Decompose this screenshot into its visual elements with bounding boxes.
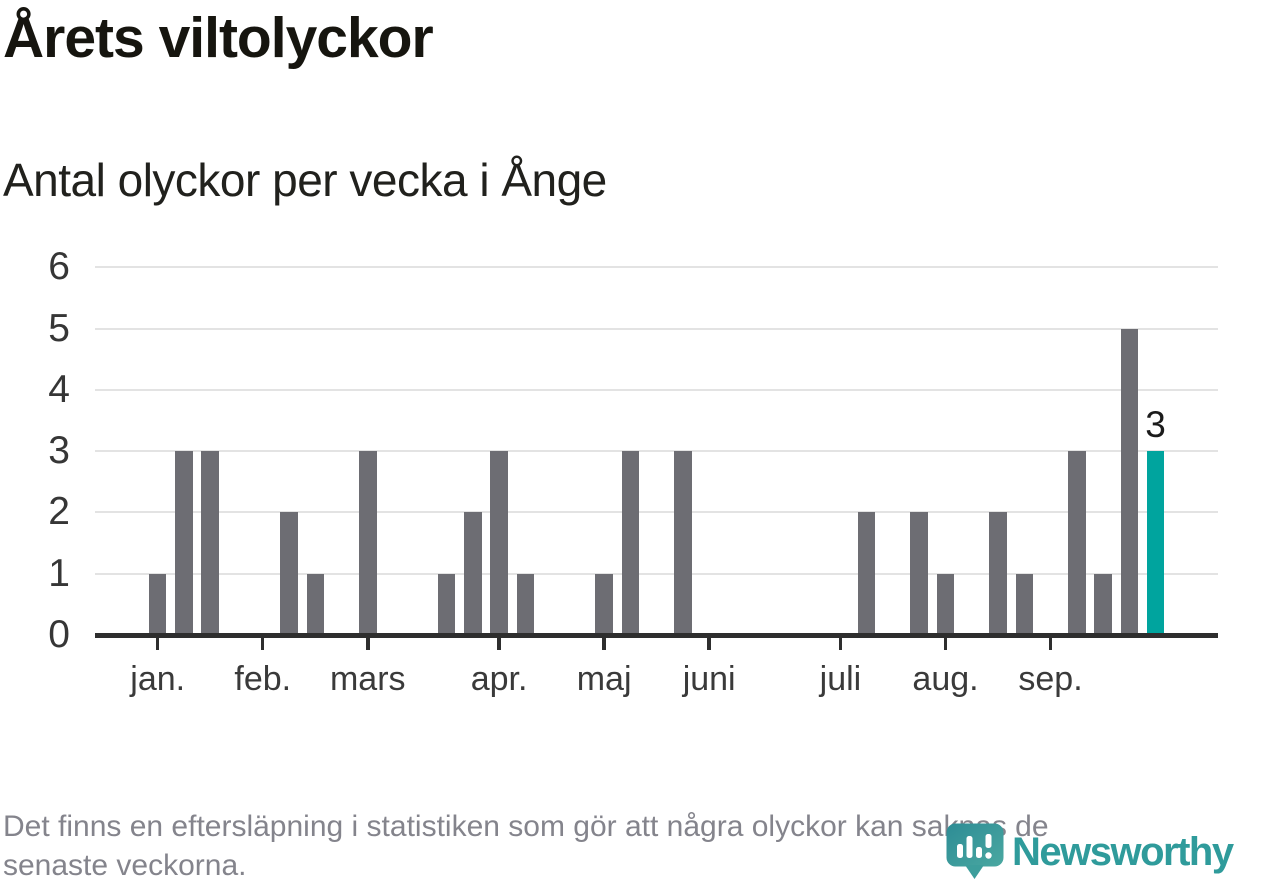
bar-week-19: [621, 451, 640, 635]
bar-week-6: [280, 512, 298, 635]
bar-week-36: [1068, 451, 1086, 635]
bar-week-31: [936, 573, 955, 635]
x-label-mars: mars: [329, 660, 406, 698]
bar-week-39-highlighted: [1146, 451, 1165, 635]
x-label-jan: jan.: [130, 660, 186, 698]
x-axis-line: [95, 633, 1218, 638]
highlight-value-label: 3: [1145, 404, 1166, 446]
y-axis-label-4: 4: [48, 367, 70, 411]
bar-week-34: [1015, 573, 1034, 635]
bar-week-21: [674, 451, 692, 635]
newsworthy-pin-icon: [946, 823, 1004, 879]
newsworthy-logo: Newsworthy: [946, 823, 1262, 879]
y-axis-label-6: 6: [48, 245, 70, 289]
footnote-line1: Det finns en eftersläpning i statistiken…: [3, 810, 1049, 843]
bar-week-13: [464, 512, 482, 635]
x-label-aug: aug.: [912, 660, 979, 698]
x-tick-apr: [497, 637, 501, 650]
gridline-3: [95, 450, 1218, 453]
bar-week-30: [910, 512, 928, 635]
bar-week-18: [595, 573, 613, 635]
x-label-apr: apr.: [470, 660, 528, 698]
x-tick-mars: [366, 637, 370, 650]
x-tick-jan: [155, 637, 160, 650]
bar-week-9: [359, 451, 377, 635]
x-tick-sep: [1048, 637, 1053, 650]
gridline-2: [95, 511, 1218, 514]
bar-week-2: [175, 451, 193, 635]
chart-subtitle: Antal olyckor per vecka i Ånge: [3, 154, 607, 206]
x-label-juli: juli: [819, 660, 862, 698]
y-axis-label-5: 5: [48, 306, 70, 350]
gridline-6: [95, 266, 1218, 269]
chart-title: Årets viltolyckor: [3, 6, 434, 70]
bar-week-15: [516, 573, 535, 635]
bar-week-7: [306, 573, 324, 635]
y-axis-label-0: 0: [48, 613, 70, 656]
bar-week-33: [989, 512, 1007, 635]
x-label-maj: maj: [576, 660, 632, 698]
footnote: Det finns en eftersläpning i statistiken…: [3, 807, 1049, 879]
bar-week-1: [148, 573, 167, 635]
x-tick-aug: [943, 637, 948, 650]
gridline-4: [95, 388, 1218, 391]
bar-week-38: [1120, 328, 1139, 635]
x-tick-maj: [602, 637, 606, 650]
y-axis-label-2: 2: [48, 490, 70, 534]
y-axis-label-1: 1: [48, 551, 70, 595]
bar-week-28: [857, 512, 876, 635]
gridline-1: [95, 572, 1218, 575]
bar-week-12: [437, 573, 456, 635]
footnote-line2: senaste veckorna.: [3, 849, 247, 879]
x-tick-juni: [707, 637, 711, 650]
bar-week-37: [1094, 573, 1112, 635]
x-label-sep: sep.: [1018, 660, 1083, 698]
bar-week-14: [490, 451, 508, 635]
x-tick-feb: [260, 637, 265, 650]
x-label-feb: feb.: [234, 660, 292, 698]
bar-week-3: [201, 451, 219, 635]
newsworthy-wordmark: Newsworthy: [1012, 830, 1234, 874]
x-tick-juli: [838, 637, 843, 650]
y-axis-label-3: 3: [48, 429, 70, 473]
gridline-5: [95, 327, 1218, 330]
x-label-juni: juni: [682, 660, 736, 698]
